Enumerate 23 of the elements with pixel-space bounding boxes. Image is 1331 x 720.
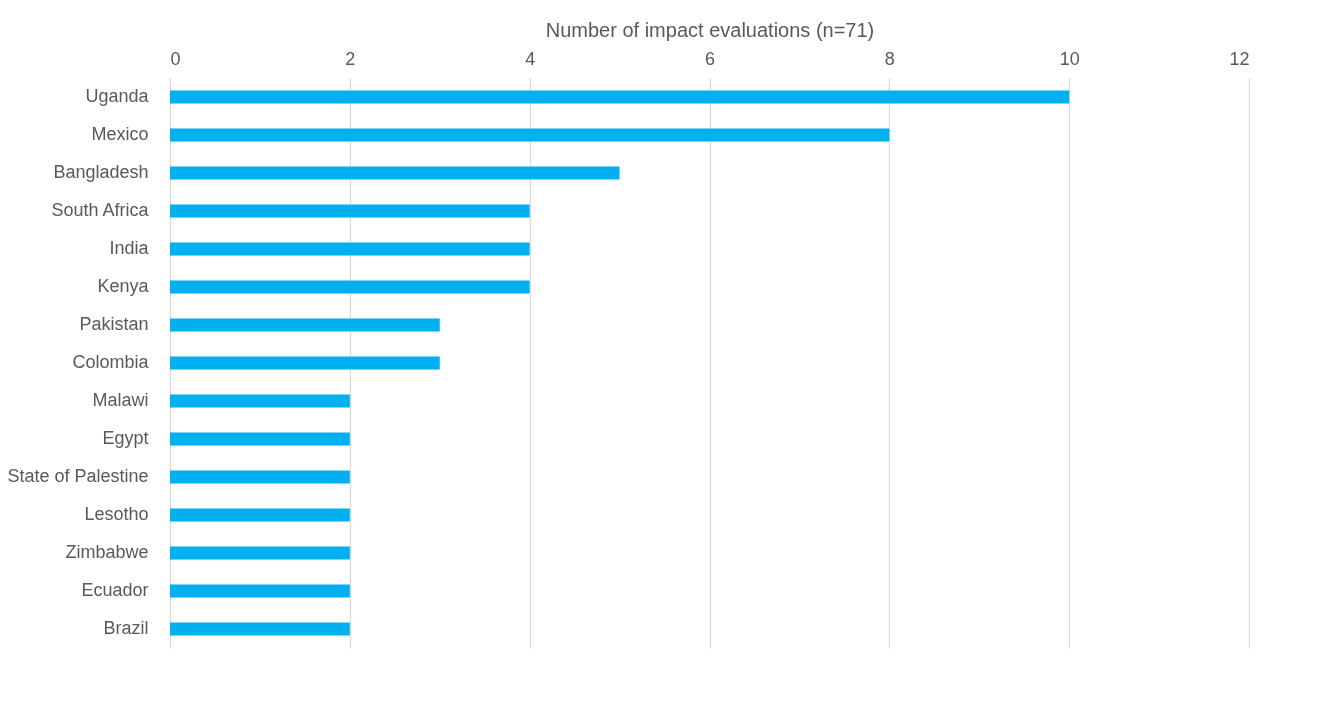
x-tick-label: 2 — [345, 48, 356, 69]
y-tick-label: Egypt — [102, 428, 149, 448]
y-tick-label: Bangladesh — [53, 162, 149, 182]
x-tick-label: 4 — [525, 48, 536, 69]
y-tick-label: Mexico — [91, 124, 149, 144]
y-tick-label: Brazil — [103, 618, 149, 638]
y-tick-label: Kenya — [97, 276, 150, 296]
y-tick-label: Zimbabwe — [65, 542, 149, 562]
y-tick-label: State of Palestine — [7, 466, 149, 486]
y-tick-label: Lesotho — [84, 504, 149, 524]
x-tick-label: 0 — [170, 48, 181, 69]
x-tick-label: 8 — [884, 48, 895, 69]
y-tick-label: India — [109, 238, 150, 258]
y-tick-label: South Africa — [51, 200, 150, 220]
y-tick-label: Ecuador — [81, 580, 149, 600]
x-tick-label: 6 — [704, 48, 716, 69]
x-tick-label: 10 — [1059, 48, 1080, 69]
y-tick-label: Malawi — [92, 390, 149, 410]
x-axis-title: Number of impact evaluations (n=71) — [545, 18, 875, 41]
y-tick-label: Colombia — [72, 352, 150, 372]
y-tick-label: Uganda — [85, 86, 150, 106]
y-tick-label: Pakistan — [79, 314, 149, 334]
x-tick-label: 12 — [1229, 48, 1250, 69]
